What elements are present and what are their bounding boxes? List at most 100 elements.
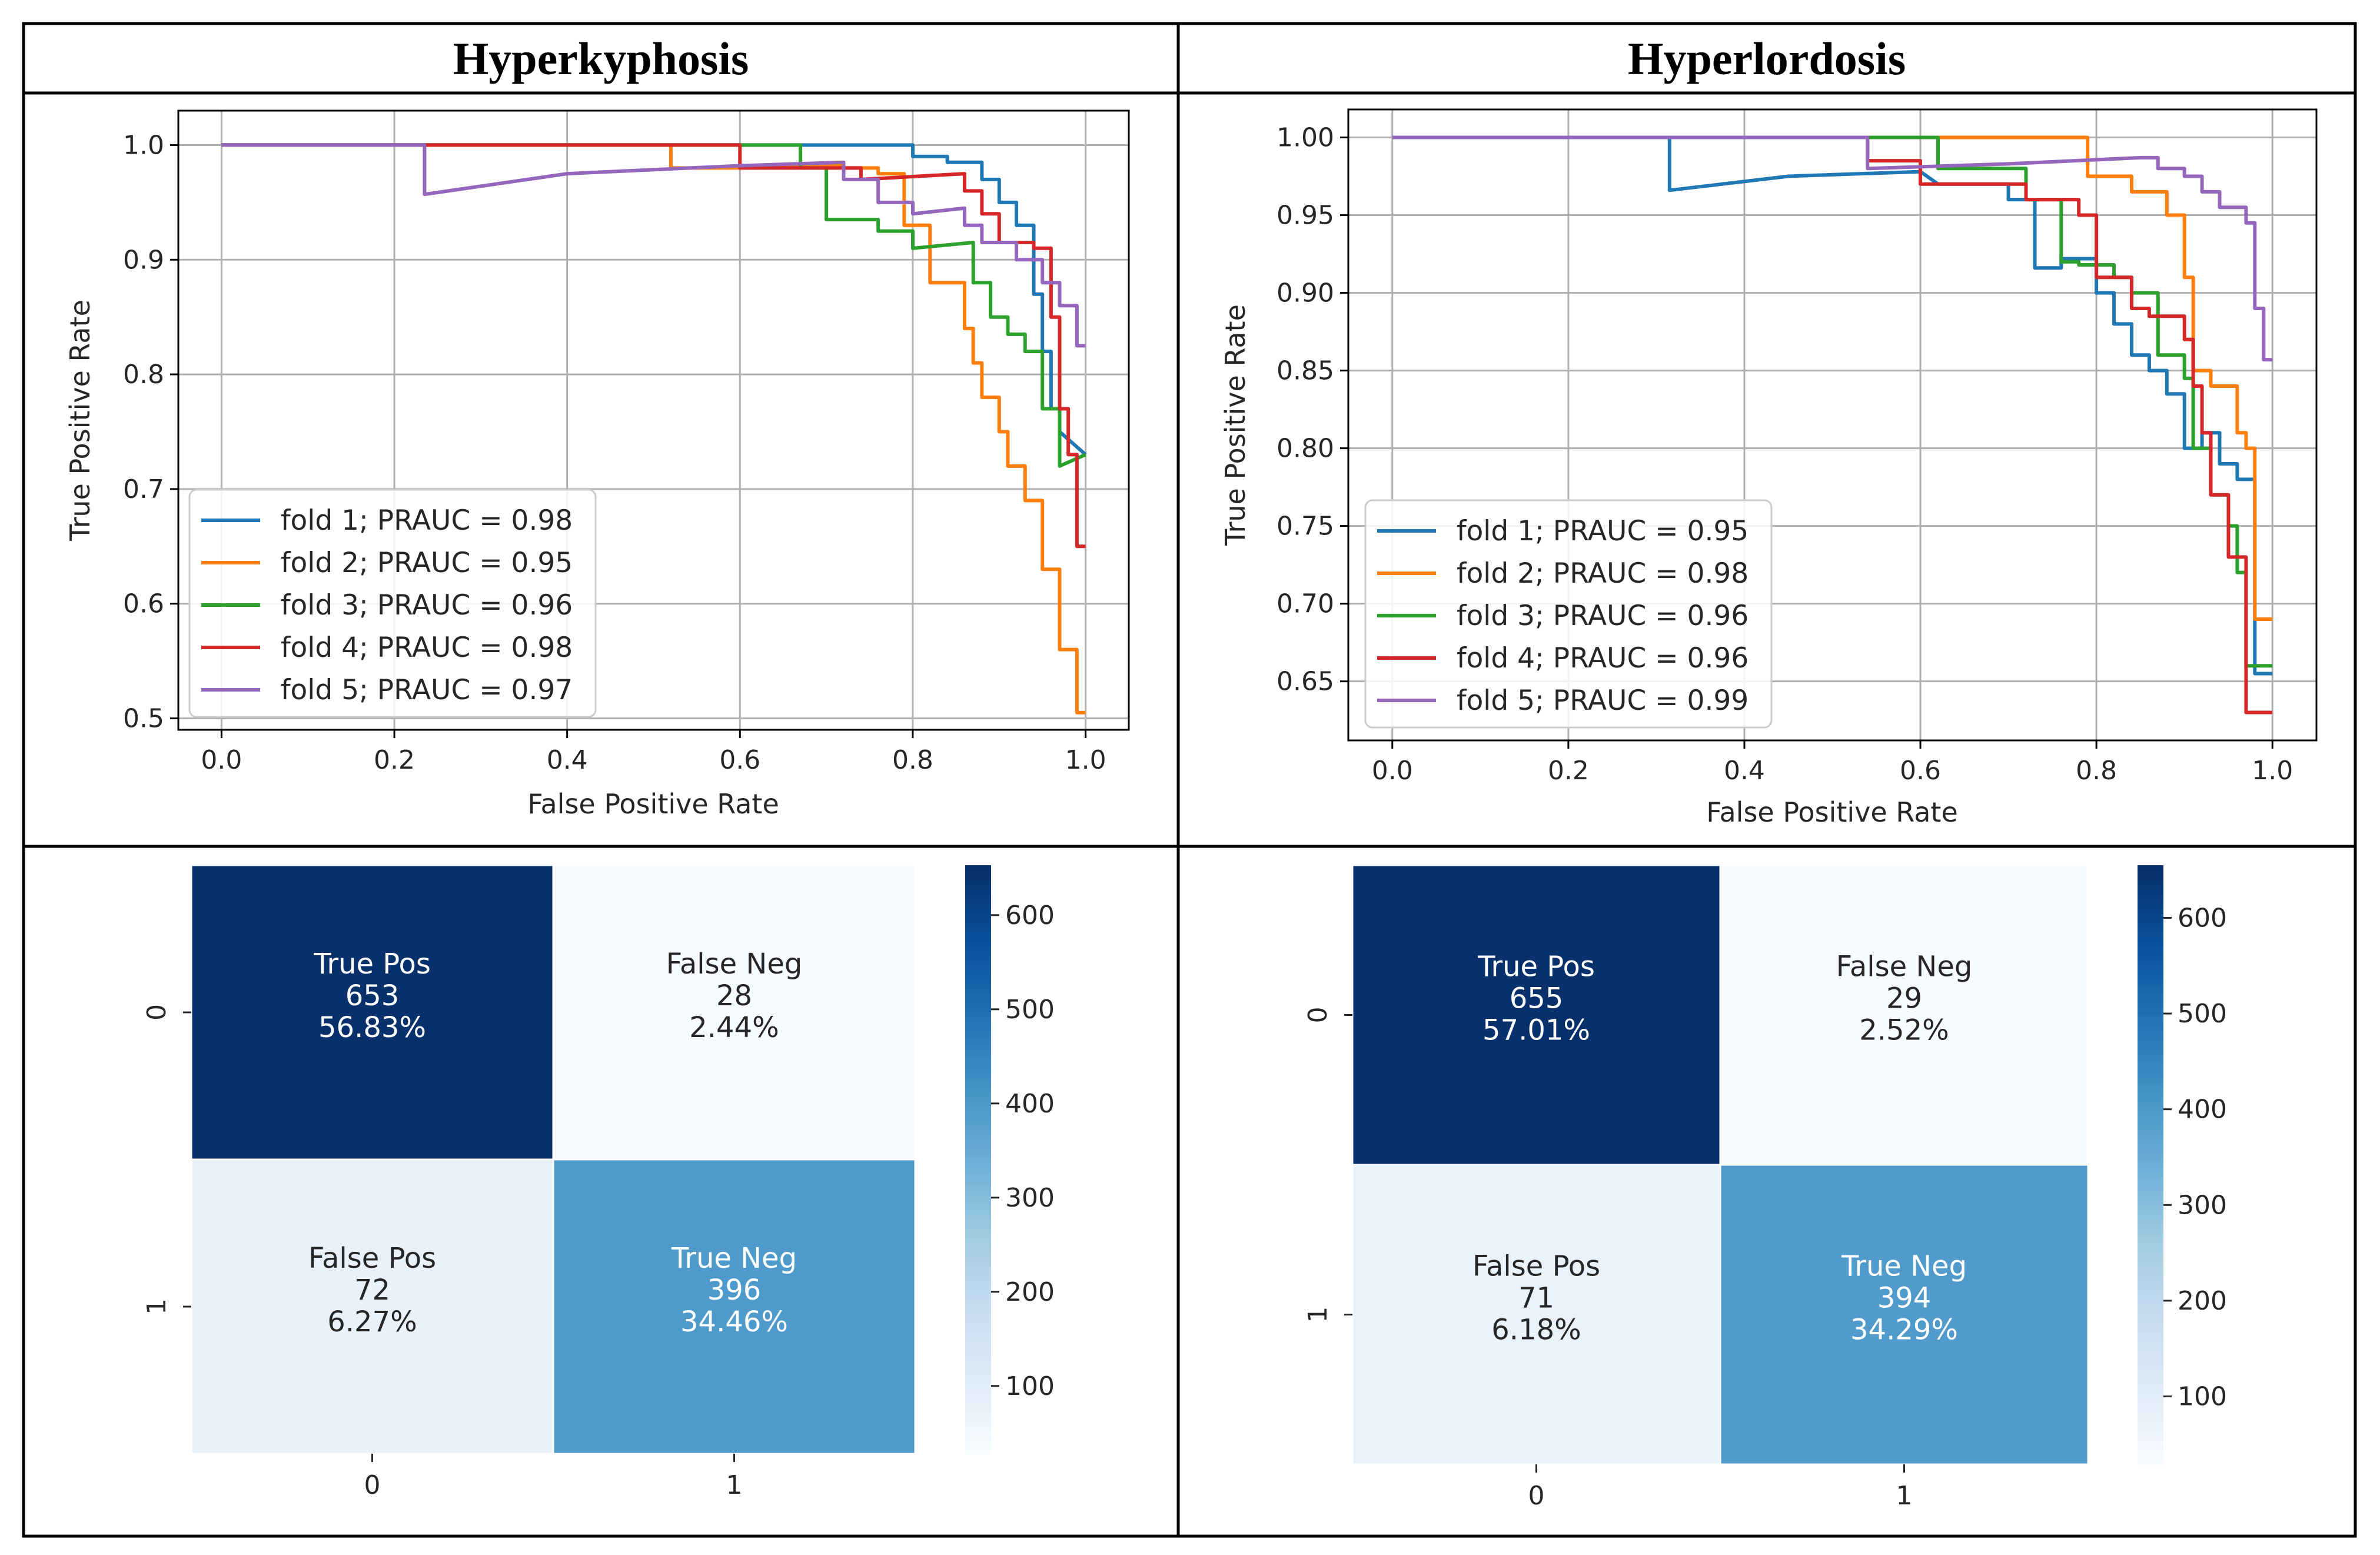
colorbar-segment [2138, 915, 2163, 921]
colorbar-segment [965, 1007, 991, 1013]
colorbar-segment [965, 1297, 991, 1303]
colorbar-segment [965, 1448, 991, 1454]
colorbar-segment [965, 983, 991, 989]
colorbar-segment [965, 1345, 991, 1351]
colorbar-segment [965, 1336, 991, 1342]
colorbar-segment [2138, 1200, 2163, 1205]
colorbar-segment [965, 1164, 991, 1170]
x-tick-label: 0.4 [1724, 756, 1765, 786]
colorbar-segment [2138, 960, 2163, 966]
colorbar-segment [2138, 880, 2163, 886]
colorbar-segment [2138, 1274, 2163, 1281]
series-line-fold-3 [221, 143, 1086, 468]
colorbar-segment [2138, 1284, 2163, 1291]
colorbar-segment [2138, 1220, 2163, 1225]
cell-pct: 2.44% [689, 1011, 779, 1044]
colorbar-segment [2138, 1429, 2163, 1436]
y-tick-label: 0.95 [1277, 201, 1334, 231]
colorbar-segment [965, 1105, 991, 1111]
colorbar-segment [2138, 1364, 2163, 1370]
heatmap-cell [552, 864, 916, 1161]
colorbar-segment [2138, 1155, 2163, 1161]
colorbar-segment [2138, 1304, 2163, 1311]
colorbar-segment [965, 1145, 991, 1151]
y-tick-label: 0.9 [123, 245, 164, 275]
colorbar-segment [2138, 1444, 2163, 1450]
colorbar-segment [965, 1101, 991, 1107]
x-tick-label: 1.0 [2252, 756, 2293, 786]
hyperkyphosis-pr-chart: 0.0 0.2 0.4 0.6 0.8 1.0 0.5 0.6 0.7 0.8 0.9 1.0 Fa… [64, 109, 1130, 820]
x-tick-label: 0.6 [719, 745, 760, 775]
colorbar-segment [965, 1360, 991, 1366]
cell-pct: 6.27% [327, 1305, 417, 1338]
colorbar-segment [965, 1326, 991, 1332]
colorbar-segment [2138, 1019, 2163, 1026]
colorbar-segment [965, 998, 991, 1004]
colorbar-segment [2138, 1075, 2163, 1081]
colorbar-segment [965, 1331, 991, 1337]
colorbar-segment [2138, 1109, 2163, 1116]
colorbar-segment [965, 1169, 991, 1175]
cell-pct: 34.46% [680, 1305, 788, 1338]
cell-label: False Neg [666, 948, 803, 981]
colorbar-segment [2138, 985, 2163, 991]
cell-count: 29 [1886, 982, 1922, 1015]
colorbar-segment [965, 1400, 991, 1406]
colorbar-segment [2138, 1000, 2163, 1006]
colorbar-segment [965, 1154, 991, 1160]
colorbar-segment [965, 895, 991, 901]
cell-count: 655 [1510, 982, 1564, 1015]
colorbar-tick-label: 600 [1005, 901, 1055, 931]
colorbar-segment [2138, 1434, 2163, 1440]
heatmap-cell [1719, 1164, 2089, 1466]
colorbar-segment [965, 1017, 991, 1023]
header-hyperlordosis: Hyperlordosis [1628, 33, 1906, 84]
cell-pct: 56.83% [318, 1011, 426, 1044]
colorbar-segment [2138, 1294, 2163, 1301]
legend-entry: fold 2; PRAUC = 0.98 [1457, 557, 1749, 590]
colorbar-segment [965, 1252, 991, 1258]
colorbar-segment [2138, 935, 2163, 941]
colorbar-segment [2138, 1174, 2163, 1181]
colorbar-segment [2138, 1384, 2163, 1390]
colorbar-tick-label: 500 [1005, 995, 1055, 1025]
colorbar-segment [2138, 920, 2163, 926]
heatmap-cell [190, 1158, 554, 1455]
colorbar-segment [2138, 1270, 2163, 1275]
colorbar-segment [2138, 1344, 2163, 1350]
colorbar-segment [2138, 1129, 2163, 1136]
colorbar-segment [2138, 1254, 2163, 1261]
y-tick-label: 0 [1303, 1007, 1333, 1024]
cell-count: 396 [707, 1274, 762, 1307]
x-tick-label: 0 [1528, 1481, 1545, 1511]
colorbar-segment [2138, 1319, 2163, 1325]
colorbar-segment [965, 1061, 991, 1067]
colorbar-segment [2138, 1264, 2163, 1271]
colorbar-segment [965, 909, 991, 915]
colorbar-tick-label: 300 [2178, 1190, 2227, 1220]
legend: fold 1; PRAUC = 0.98 fold 2; PRAUC = 0.95… [188, 489, 597, 718]
colorbar-segment [965, 1424, 991, 1430]
colorbar-segment [2138, 1414, 2163, 1420]
colorbar-segment [965, 1184, 991, 1189]
colorbar-segment [965, 914, 991, 920]
legend-entry: fold 3; PRAUC = 0.96 [1457, 600, 1749, 632]
colorbar-segment [965, 1287, 991, 1292]
colorbar-segment [965, 1120, 991, 1126]
colorbar-segment [2138, 1189, 2163, 1195]
colorbar-segment [965, 1174, 991, 1180]
y-tick-label: 0.65 [1277, 667, 1334, 697]
colorbar-segment [965, 1257, 991, 1263]
colorbar-segment [965, 1365, 991, 1371]
colorbar-segment [2138, 1055, 2163, 1061]
colorbar-segment [2138, 1314, 2163, 1320]
colorbar-segment [965, 1012, 991, 1018]
colorbar-segment [2138, 1159, 2163, 1165]
legend-entry: fold 4; PRAUC = 0.98 [281, 632, 573, 664]
colorbar-segment [965, 904, 991, 910]
colorbar-segment [965, 1081, 991, 1086]
colorbar-segment [965, 924, 991, 930]
colorbar-segment [965, 919, 991, 925]
colorbar-segment [965, 1355, 991, 1361]
colorbar-segment [965, 939, 991, 945]
